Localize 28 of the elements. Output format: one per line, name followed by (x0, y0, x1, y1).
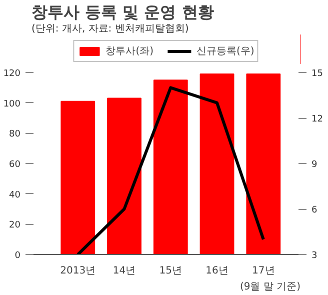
y-tick-label: 0 (14, 251, 21, 261)
y2-tick-label: 3 (312, 251, 318, 261)
y-tick-label: 20 (9, 220, 21, 231)
line-series (76, 86, 265, 254)
y2-tick-label: 12 (312, 114, 323, 124)
legend-label: 창투사(좌) (106, 45, 154, 58)
chart-title: 창투사 등록 및 운영 현황 (32, 2, 214, 22)
y2-tick-label: 15 (312, 69, 323, 79)
y-tick-label: 60 (9, 160, 21, 170)
y-tick-label: 120 (3, 69, 21, 79)
y-tick-label: 100 (3, 99, 21, 110)
y-tick-label: 80 (9, 130, 21, 140)
x-tick-label: 14년 (112, 266, 136, 276)
x-tick-label: 2013년 (60, 266, 96, 276)
bar (153, 80, 188, 254)
x-tick-label: 16년 (206, 266, 228, 276)
chart-subtitle: (단위: 개사, 자료: 벤처캐피탈협회) (32, 24, 189, 34)
bar (107, 98, 142, 254)
bar (200, 74, 234, 254)
legend-label: 신규등록(우) (196, 45, 254, 58)
text: (9월 말 기준) (240, 282, 301, 292)
x-tick-label: 17년 (252, 266, 275, 276)
bar (60, 100, 96, 254)
y2-tick-label: 9 (312, 160, 318, 170)
y2-tick-label: 6 (312, 206, 318, 216)
bar (246, 74, 281, 254)
y-tick-label: 40 (9, 190, 21, 200)
x-tick-label: 15년 (159, 266, 182, 276)
